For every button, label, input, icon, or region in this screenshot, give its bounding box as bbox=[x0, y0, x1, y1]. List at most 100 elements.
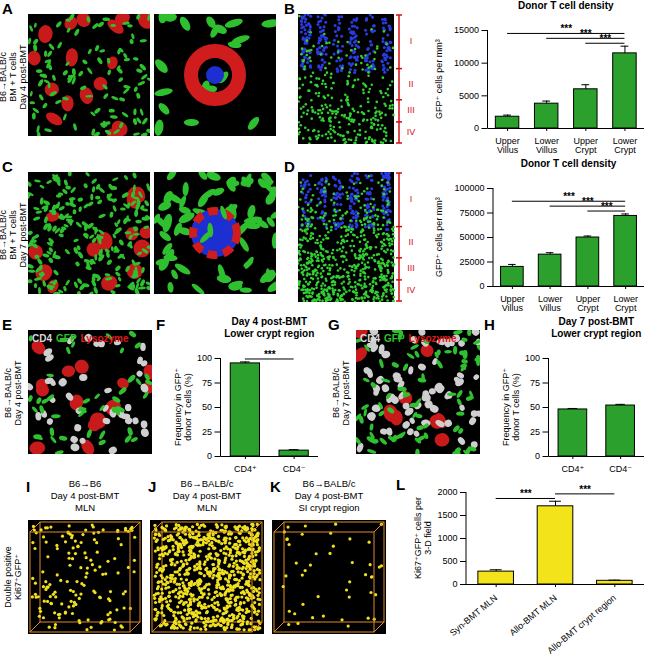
svg-text:0: 0 bbox=[474, 123, 479, 133]
html-text:B6→BALB/c: B6→BALB/c bbox=[331, 368, 341, 418]
html-text:Day 4 post-BMT: Day 4 post-BMT bbox=[294, 490, 364, 501]
svg-text:100: 100 bbox=[525, 353, 540, 363]
svg-text:***: *** bbox=[563, 191, 575, 202]
html-text:Donor T cell density: Donor T cell density bbox=[518, 0, 614, 11]
html-text:GFP⁺ cells per mm³: GFP⁺ cells per mm³ bbox=[434, 39, 444, 119]
svg-text:50000: 50000 bbox=[459, 232, 484, 242]
html-text:D: D bbox=[284, 158, 295, 175]
html-text:B6→B6: B6→B6 bbox=[68, 478, 102, 489]
html-text:MLN: MLN bbox=[75, 502, 95, 513]
html-text:Day 4 post-BMT: Day 4 post-BMT bbox=[231, 316, 307, 327]
svg-text:50: 50 bbox=[202, 402, 212, 412]
html-text:CD4: CD4 bbox=[360, 333, 380, 344]
svg-text:75: 75 bbox=[202, 378, 212, 388]
svg-text:0: 0 bbox=[207, 451, 212, 461]
svg-text:10000: 10000 bbox=[454, 58, 479, 68]
html-text:BM + T cells: BM + T cells bbox=[8, 52, 18, 102]
svg-text:500: 500 bbox=[442, 556, 457, 566]
svg-text:LowerVillus: LowerVillus bbox=[538, 294, 563, 313]
svg-text:CD4⁺: CD4⁺ bbox=[561, 464, 584, 474]
svg-text:50: 50 bbox=[530, 402, 540, 412]
html-text:Day 4 post-BMT: Day 4 post-BMT bbox=[18, 44, 28, 110]
html-text:K: K bbox=[270, 478, 281, 495]
svg-text:CD4⁻: CD4⁻ bbox=[283, 464, 306, 474]
svg-text:25: 25 bbox=[202, 427, 212, 437]
html-text:GFP Lysozyme: GFP Lysozyme bbox=[56, 333, 129, 344]
html-text:B6→BALB/c: B6→BALB/c bbox=[180, 478, 234, 489]
html-text:Day 4 post-BMT: Day 4 post-BMT bbox=[13, 360, 23, 426]
html-text:MLN: MLN bbox=[197, 502, 217, 513]
svg-text:0: 0 bbox=[535, 451, 540, 461]
svg-text:***: *** bbox=[579, 484, 591, 495]
svg-text:1500: 1500 bbox=[437, 510, 457, 520]
svg-text:UpperVillus: UpperVillus bbox=[500, 294, 525, 313]
html-text:Lower crypt region: Lower crypt region bbox=[551, 328, 642, 339]
html-text:CD4: CD4 bbox=[32, 333, 52, 344]
svg-text:CD4⁺: CD4⁺ bbox=[234, 464, 257, 474]
svg-text:***: *** bbox=[264, 349, 276, 360]
html-text:Day 7 post-BMT: Day 7 post-BMT bbox=[18, 202, 28, 268]
html-text:F: F bbox=[156, 316, 166, 333]
svg-text:Allo-BMT MLN: Allo-BMT MLN bbox=[508, 593, 559, 638]
html-text:Double positive: Double positive bbox=[3, 546, 13, 608]
svg-text:***: *** bbox=[601, 201, 613, 212]
svg-text:***: *** bbox=[582, 196, 594, 207]
html-text:Day 4 post-BMT: Day 4 post-BMT bbox=[172, 490, 242, 501]
svg-text:Allo-BMT crypt region: Allo-BMT crypt region bbox=[545, 593, 618, 656]
svg-text:I: I bbox=[410, 194, 413, 204]
svg-text:LowerCrypt: LowerCrypt bbox=[613, 136, 638, 155]
svg-text:0: 0 bbox=[479, 281, 484, 291]
svg-text:UpperCrypt: UpperCrypt bbox=[574, 136, 599, 155]
html-text:H: H bbox=[484, 316, 495, 333]
html-text:GFP Lysozyme: GFP Lysozyme bbox=[384, 333, 457, 344]
svg-text:II: II bbox=[408, 237, 413, 247]
html-text:Frequency in GFP⁺ donor T cell: Frequency in GFP⁺ donor T cells (%) bbox=[501, 368, 521, 446]
html-text:BM + T cells: BM + T cells bbox=[8, 210, 18, 260]
html-text:B6→BALB/c: B6→BALB/c bbox=[302, 478, 356, 489]
svg-text:75: 75 bbox=[530, 378, 540, 388]
html-text:Frequency in GFP⁺ donor T cell: Frequency in GFP⁺ donor T cells (%) bbox=[173, 368, 193, 446]
html-text:Ki67⁺GFP⁺: Ki67⁺GFP⁺ bbox=[13, 554, 23, 600]
html-text:B6→BALB/c: B6→BALB/c bbox=[3, 368, 13, 418]
svg-text:1000: 1000 bbox=[437, 533, 457, 543]
html-text:B: B bbox=[284, 0, 295, 17]
html-text:Lower crypt region: Lower crypt region bbox=[224, 328, 315, 339]
html-text:Day 4 post-BMT: Day 4 post-BMT bbox=[50, 490, 120, 501]
svg-text:III: III bbox=[407, 105, 415, 115]
svg-text:I: I bbox=[410, 36, 413, 46]
html-text:Donor T cell density: Donor T cell density bbox=[520, 158, 617, 169]
svg-text:IV: IV bbox=[407, 127, 416, 137]
svg-text:Syn-BMT MLN: Syn-BMT MLN bbox=[448, 593, 500, 638]
svg-text:100000: 100000 bbox=[454, 183, 484, 193]
html-text:SI crypt region: SI crypt region bbox=[298, 502, 360, 513]
svg-text:25: 25 bbox=[530, 427, 540, 437]
html-text:E: E bbox=[2, 316, 12, 333]
svg-text:0: 0 bbox=[452, 579, 457, 589]
svg-text:***: *** bbox=[560, 23, 572, 34]
svg-text:IV: IV bbox=[407, 285, 416, 295]
html-text:L: L bbox=[396, 476, 406, 493]
svg-text:100: 100 bbox=[197, 353, 212, 363]
svg-text:25000: 25000 bbox=[459, 257, 484, 267]
svg-text:2000: 2000 bbox=[437, 487, 457, 497]
html-text:Day 7 post-BMT: Day 7 post-BMT bbox=[341, 360, 351, 426]
html-text:GFP⁺ cells per mm³: GFP⁺ cells per mm³ bbox=[434, 197, 444, 277]
html-text:Day 7 post-BMT: Day 7 post-BMT bbox=[558, 316, 634, 327]
svg-text:II: II bbox=[408, 79, 413, 89]
html-text:A: A bbox=[2, 0, 13, 17]
svg-text:***: *** bbox=[600, 33, 612, 44]
svg-text:75000: 75000 bbox=[459, 208, 484, 218]
svg-text:LowerVillus: LowerVillus bbox=[534, 136, 559, 155]
html-text:Ki67⁺GFP⁺ cells per 3-D field: Ki67⁺GFP⁺ cells per 3-D field bbox=[413, 497, 433, 579]
svg-text:CD4⁻: CD4⁻ bbox=[609, 464, 632, 474]
svg-text:LowerCrypt: LowerCrypt bbox=[613, 294, 638, 313]
html-text:G: G bbox=[328, 316, 340, 333]
svg-text:UpperVillus: UpperVillus bbox=[495, 136, 520, 155]
svg-text:III: III bbox=[407, 263, 415, 273]
svg-text:***: *** bbox=[520, 488, 532, 499]
svg-text:***: *** bbox=[580, 28, 592, 39]
svg-text:UpperCrypt: UpperCrypt bbox=[576, 294, 601, 313]
svg-text:15000: 15000 bbox=[454, 25, 479, 35]
html-text:C: C bbox=[2, 158, 13, 175]
svg-text:5000: 5000 bbox=[459, 91, 479, 101]
